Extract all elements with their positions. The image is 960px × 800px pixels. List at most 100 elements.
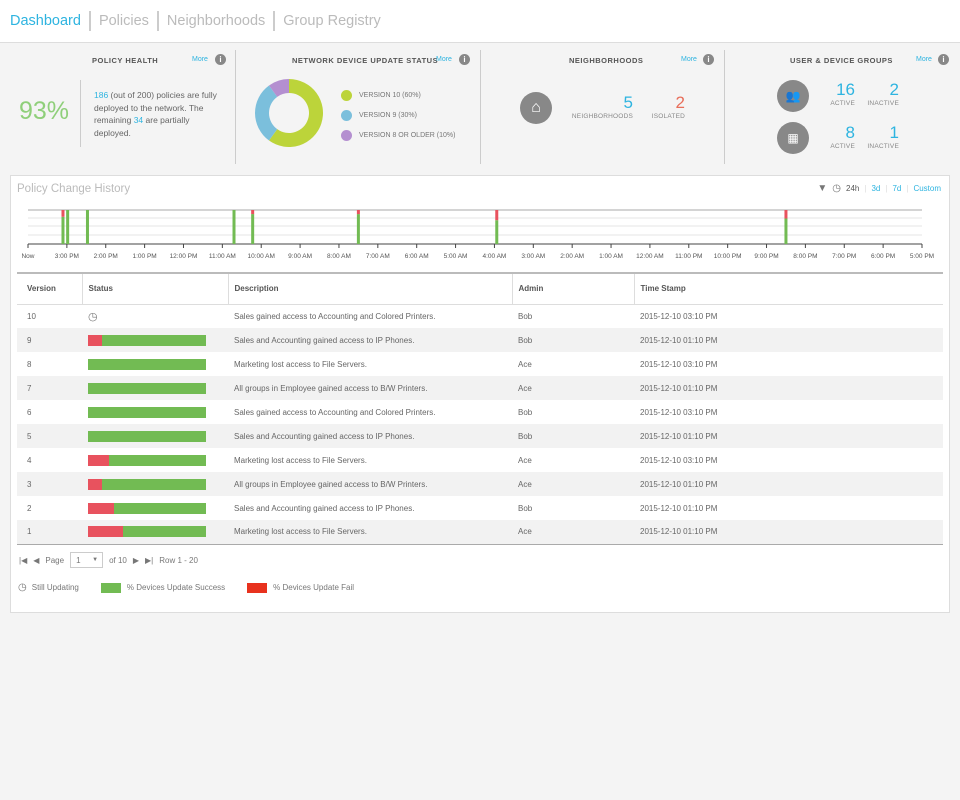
table-row[interactable]: 9 Sales and Accounting gained access to I…: [17, 328, 943, 352]
filter-icon[interactable]: ▼: [817, 183, 828, 194]
event-success-bar[interactable]: [232, 210, 236, 244]
label: INACTIVE: [867, 100, 899, 107]
success-portion: [113, 502, 206, 514]
cell-admin: Bob: [512, 424, 634, 448]
table-row[interactable]: 4 Marketing lost access to File Servers. A…: [17, 448, 943, 472]
info-icon[interactable]: i: [703, 54, 714, 65]
tab-dashboard[interactable]: Dashboard: [10, 13, 81, 29]
event-success-bar[interactable]: [784, 218, 788, 245]
cell-time: 2015-12-10 01:10 PM: [634, 376, 943, 400]
cell-admin: Bob: [518, 503, 533, 513]
count: 2: [889, 80, 899, 99]
cell-time: 2015-12-10 01:10 PM: [634, 472, 943, 496]
x-tick-label: 11:00 AM: [209, 253, 236, 260]
event-fail-bar[interactable]: [356, 210, 360, 215]
more-link[interactable]: More: [192, 56, 208, 63]
users-active: 16 ACTIVE: [825, 80, 855, 107]
count: 2: [675, 93, 685, 112]
event-success-bar[interactable]: [251, 214, 255, 244]
success-portion: [123, 526, 206, 538]
tab-group-registry[interactable]: Group Registry: [273, 11, 389, 31]
range-custom[interactable]: Custom: [913, 184, 941, 193]
table-row[interactable]: 3 All groups in Employee gained access to…: [17, 472, 943, 496]
col-description[interactable]: Description: [227, 272, 512, 305]
event-success-bar[interactable]: [85, 210, 89, 244]
success-portion: [88, 406, 206, 418]
info-icon[interactable]: i: [938, 54, 949, 65]
tab-neighborhoods[interactable]: Neighborhoods: [156, 11, 273, 31]
x-tick-label: 8:00 PM: [793, 253, 817, 260]
col-admin[interactable]: Admin: [511, 272, 634, 305]
sep: |: [906, 184, 909, 193]
event-success-bar[interactable]: [495, 220, 499, 244]
table-row[interactable]: 8 Marketing lost access to File Servers. A…: [17, 352, 943, 376]
chevron-down-icon: ▼: [92, 557, 99, 563]
col-timestamp[interactable]: Time Stamp: [633, 272, 943, 305]
more-link[interactable]: More: [681, 56, 697, 63]
cell-description: Sales and Accounting gained access to IP…: [228, 424, 512, 448]
sep: |: [885, 184, 888, 193]
success-portion: [88, 430, 206, 442]
x-tick-label: 12:00 AM: [636, 253, 663, 260]
event-success-bar[interactable]: [61, 216, 65, 244]
first-page-icon[interactable]: |◀: [19, 555, 28, 565]
event-success-bar[interactable]: [356, 214, 360, 244]
page-select[interactable]: 1 ▼: [70, 552, 104, 568]
table-row[interactable]: 7 All groups in Employee gained access to…: [17, 376, 943, 400]
count: 8: [845, 123, 855, 142]
x-tick-label: 11:00 PM: [675, 253, 702, 260]
cell-status: [82, 496, 228, 520]
info-icon[interactable]: i: [215, 54, 226, 65]
last-page-icon[interactable]: ▶|: [145, 555, 154, 565]
info-icon[interactable]: i: [459, 54, 470, 65]
event-fail-bar[interactable]: [495, 210, 499, 221]
table-row[interactable]: 1 Marketing lost access to File Servers. A…: [17, 520, 943, 545]
event-fail-bar[interactable]: [61, 210, 65, 217]
cell-status: [82, 328, 228, 352]
event-fail-bar[interactable]: [251, 210, 255, 215]
still-updating-icon: ◷: [88, 310, 98, 323]
table-row[interactable]: 2 Sales and Accounting gained access to I…: [17, 496, 943, 520]
status-bar: [88, 334, 206, 346]
fail-portion: [88, 454, 110, 466]
table-row[interactable]: 6 Sales gained access to Accounting and C…: [17, 400, 943, 424]
fail-portion: [88, 502, 114, 514]
users-inactive: 2 INACTIVE: [863, 80, 899, 107]
table-row[interactable]: 5 Sales and Accounting gained access to I…: [17, 424, 943, 448]
range-7d[interactable]: 7d: [892, 184, 902, 193]
isolated-count: 2 ISOLATED: [647, 93, 685, 120]
legend-item: VERSION 10 (60%): [341, 85, 455, 105]
x-tick-label: 2:00 AM: [560, 253, 584, 260]
more-link[interactable]: More: [916, 56, 932, 63]
legend-label: VERSION 10 (60%): [359, 91, 421, 99]
table-row[interactable]: 10 ◷ Sales gained access to Accounting and…: [17, 304, 943, 328]
deployed-count: 186: [94, 90, 109, 100]
count: 16: [836, 80, 855, 99]
next-page-icon[interactable]: ▶: [132, 555, 140, 565]
x-tick-label: 3:00 PM: [55, 253, 79, 260]
col-status[interactable]: Status: [81, 272, 228, 305]
more-link[interactable]: More: [436, 56, 452, 63]
cell-description: All groups in Employee gained access to …: [228, 376, 512, 400]
range-24h[interactable]: 24h: [846, 184, 860, 193]
text: are partially deployed.: [94, 115, 190, 138]
text: (out of 200) policies are fully deployed…: [94, 90, 217, 125]
status-legend: ◷ Still Updating % Devices Update Succes…: [18, 582, 354, 593]
legend-dot: [341, 109, 352, 121]
neighborhood-house-icon: ⌂: [520, 92, 552, 124]
cell-time: 2015-12-10 01:10 PM: [634, 424, 943, 448]
cell-time: 2015-12-10 03:10 PM: [640, 407, 718, 417]
event-fail-bar[interactable]: [784, 210, 788, 219]
cell-status: [82, 352, 228, 376]
prev-page-icon[interactable]: ◀: [33, 555, 40, 565]
legend-dot: [341, 129, 352, 141]
col-version[interactable]: Version: [17, 272, 82, 305]
range-3d[interactable]: 3d: [871, 184, 881, 193]
event-success-bar[interactable]: [66, 210, 70, 244]
sep: |: [864, 184, 867, 193]
cell-status: [82, 448, 228, 472]
tab-policies[interactable]: Policies: [88, 11, 157, 31]
success-portion: [102, 334, 206, 346]
label: ACTIVE: [830, 143, 855, 150]
